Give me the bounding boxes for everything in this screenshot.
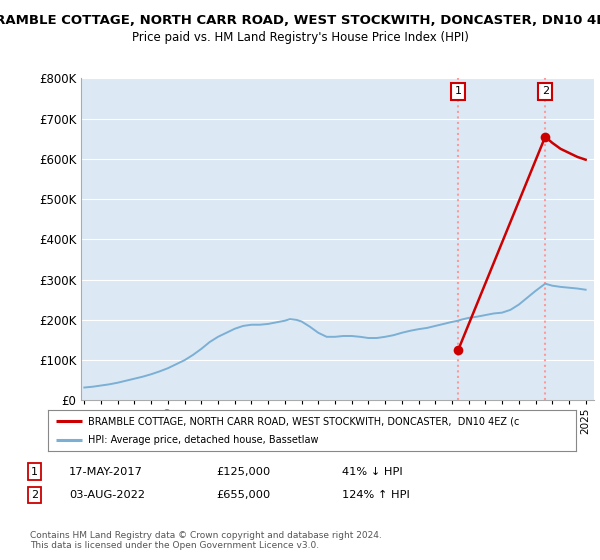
Text: Contains HM Land Registry data © Crown copyright and database right 2024.
This d: Contains HM Land Registry data © Crown c… xyxy=(30,531,382,550)
Text: 41% ↓ HPI: 41% ↓ HPI xyxy=(342,466,403,477)
Text: 1: 1 xyxy=(31,466,38,477)
Text: 03-AUG-2022: 03-AUG-2022 xyxy=(69,490,145,500)
Text: 124% ↑ HPI: 124% ↑ HPI xyxy=(342,490,410,500)
Text: 2: 2 xyxy=(31,490,38,500)
Text: 17-MAY-2017: 17-MAY-2017 xyxy=(69,466,143,477)
Text: £655,000: £655,000 xyxy=(216,490,270,500)
Text: 1: 1 xyxy=(455,86,461,96)
Text: HPI: Average price, detached house, Bassetlaw: HPI: Average price, detached house, Bass… xyxy=(88,435,318,445)
Text: 2: 2 xyxy=(542,86,549,96)
Text: BRAMBLE COTTAGE, NORTH CARR ROAD, WEST STOCKWITH, DONCASTER,  DN10 4EZ (c: BRAMBLE COTTAGE, NORTH CARR ROAD, WEST S… xyxy=(88,417,519,426)
Text: £125,000: £125,000 xyxy=(216,466,270,477)
Text: Price paid vs. HM Land Registry's House Price Index (HPI): Price paid vs. HM Land Registry's House … xyxy=(131,31,469,44)
Text: BRAMBLE COTTAGE, NORTH CARR ROAD, WEST STOCKWITH, DONCASTER, DN10 4EZ: BRAMBLE COTTAGE, NORTH CARR ROAD, WEST S… xyxy=(0,14,600,27)
